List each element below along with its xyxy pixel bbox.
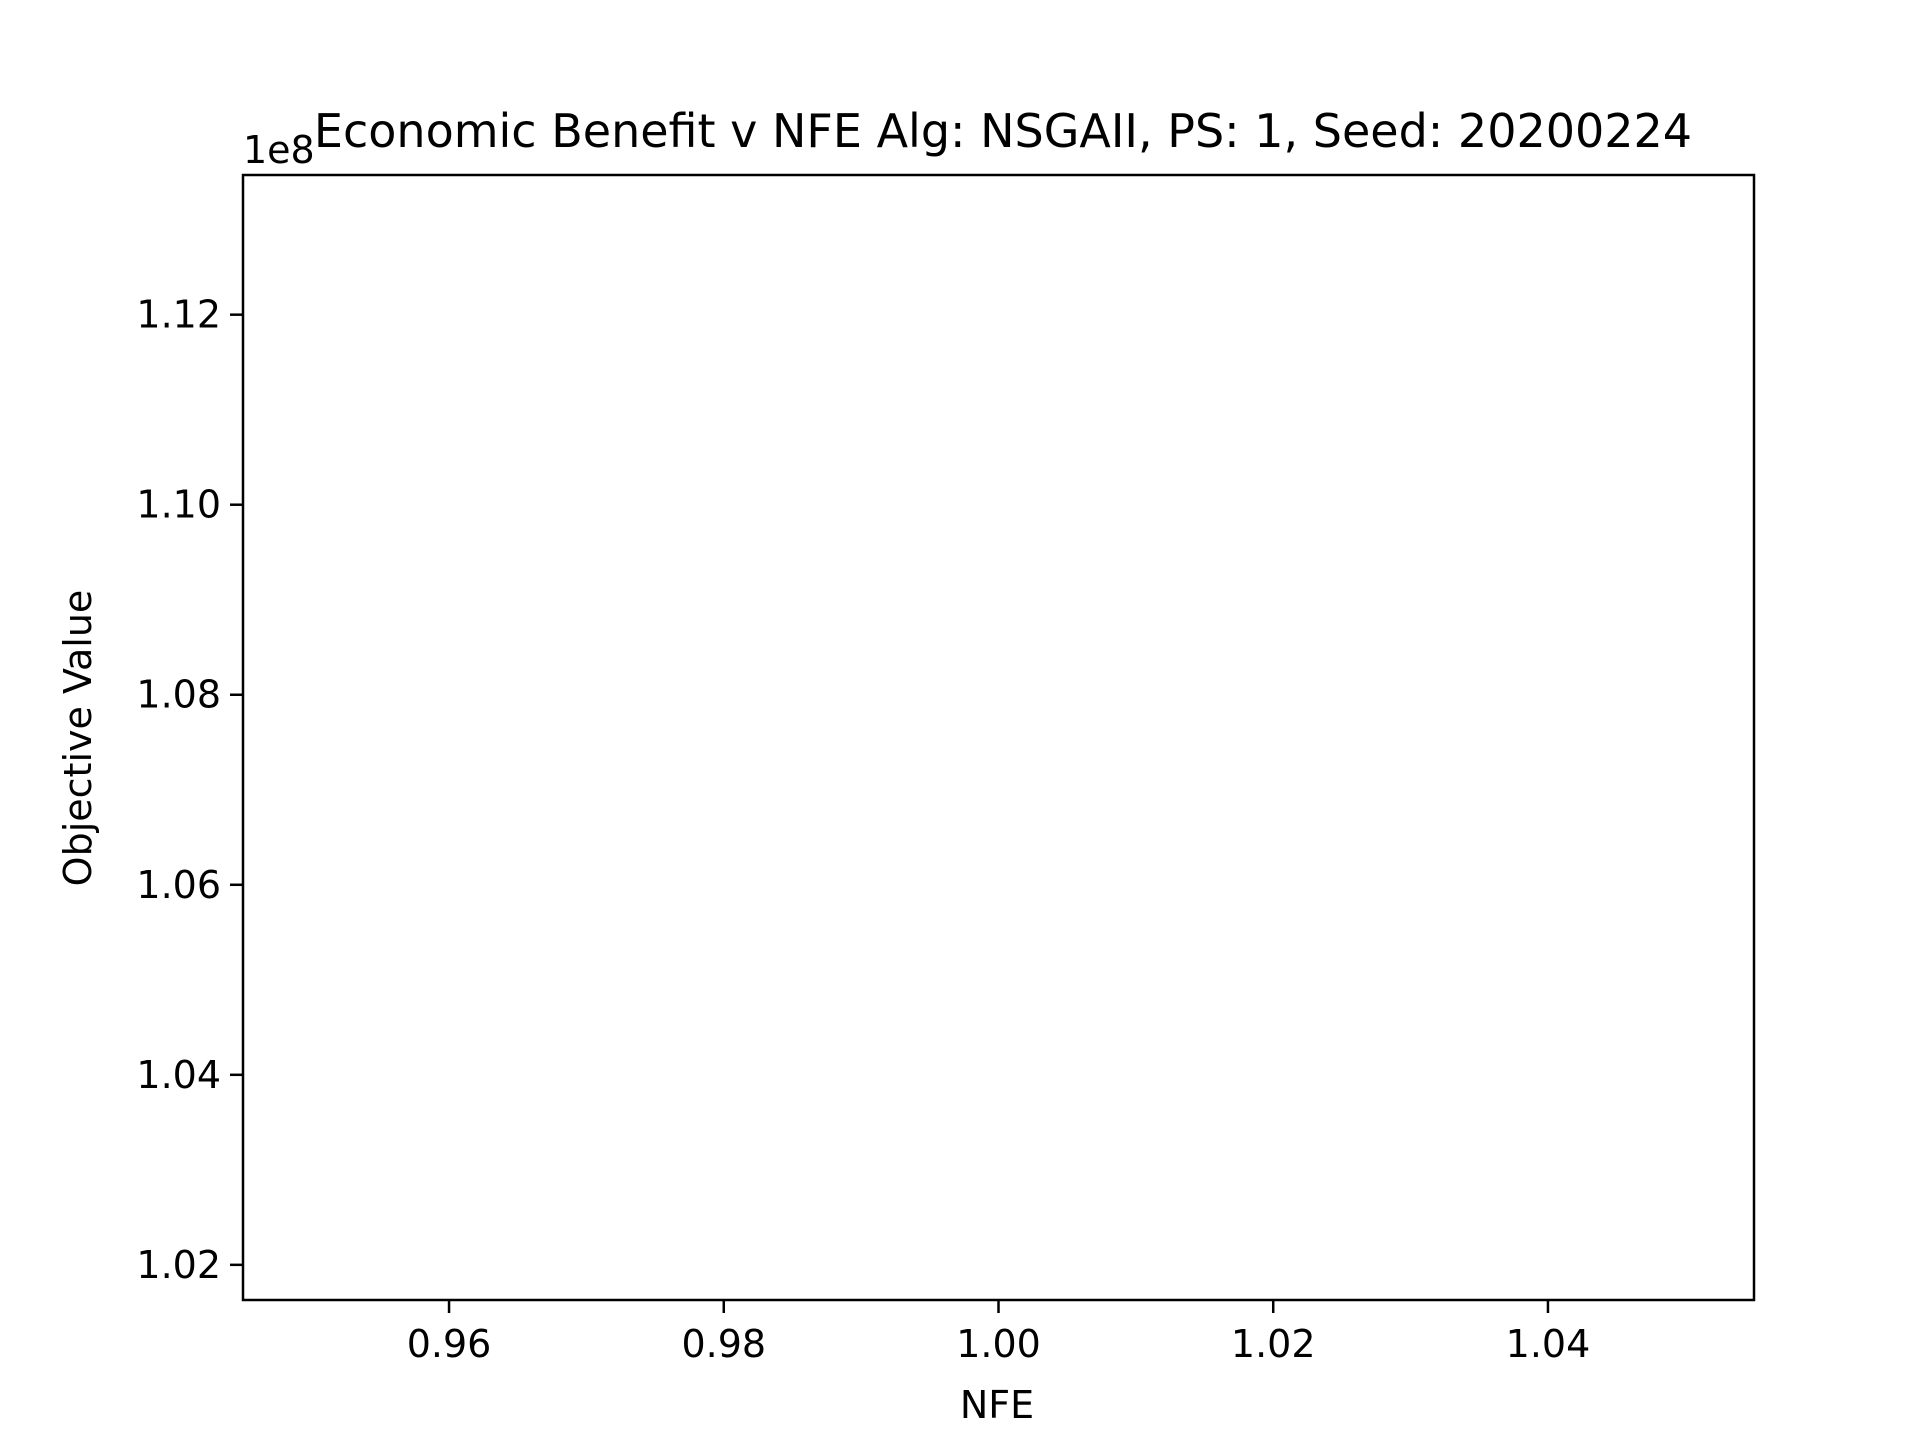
y-tick-label: 1.12: [136, 293, 221, 337]
y-offset-label: 1e8: [243, 128, 315, 172]
y-tick-label: 1.04: [136, 1053, 221, 1097]
y-tick-label: 1.08: [136, 673, 221, 717]
x-tick-label: 0.98: [681, 1322, 766, 1366]
x-tick-label: 1.02: [1231, 1322, 1316, 1366]
axes-frame: [241, 173, 1756, 1302]
y-tick-label: 1.06: [136, 863, 221, 907]
y-axis-ticks: 1.02 1.04 1.06 1.08 1.10 1.12: [136, 293, 243, 1287]
x-tick-label: 1.00: [956, 1322, 1041, 1366]
x-tick-label: 0.96: [407, 1322, 492, 1366]
y-tick-label: 1.02: [136, 1243, 221, 1287]
x-axis-ticks: 0.96 0.98 1.00 1.02 1.04: [407, 1300, 1591, 1366]
chart-title: Economic Benefit v NFE Alg: NSGAII, PS: …: [314, 104, 1692, 158]
y-axis-label: Objective Value: [56, 590, 100, 887]
x-axis-label: NFE: [960, 1383, 1034, 1427]
x-tick-label: 1.04: [1506, 1322, 1591, 1366]
y-tick-label: 1.10: [136, 483, 221, 527]
